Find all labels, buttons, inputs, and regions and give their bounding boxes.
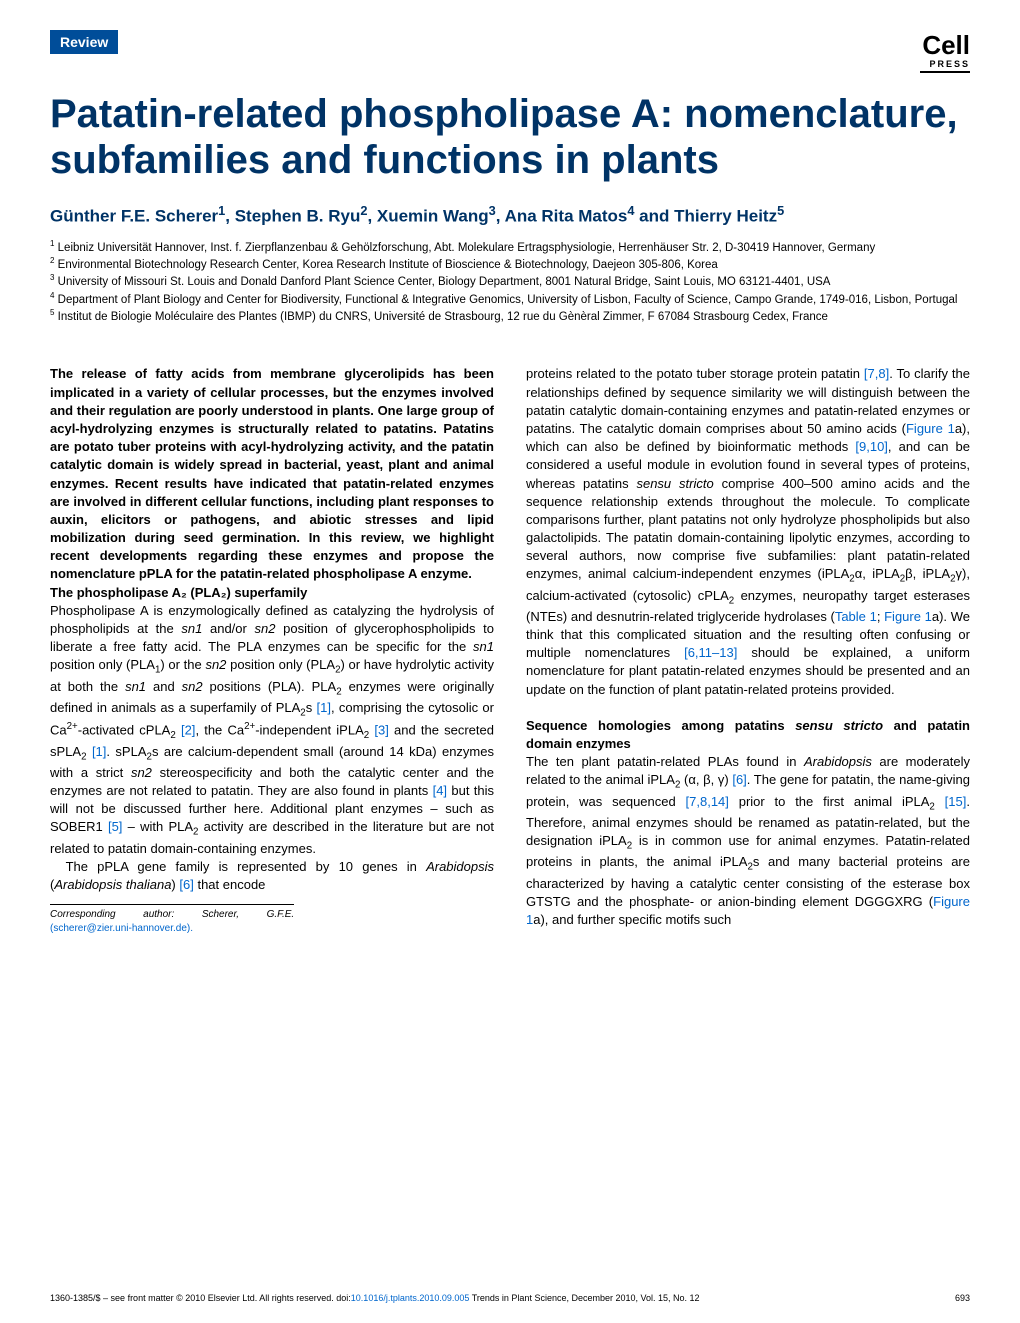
page-footer: 1360-1385/$ – see front matter © 2010 El… [50,1293,970,1303]
authors: Günther F.E. Scherer1, Stephen B. Ryu2, … [50,203,970,227]
review-badge: Review [50,30,118,54]
affiliations: 1 Leibniz Universität Hannover, Inst. f.… [50,239,970,326]
body-columns: The release of fatty acids from membrane… [50,365,970,936]
doi-link[interactable]: 10.1016/j.tplants.2010.09.005 [351,1293,470,1303]
page-number: 693 [955,1293,970,1303]
section-heading-2: Sequence homologies among patatins sensu… [526,717,970,753]
affiliation-5: 5 Institut de Biologie Moléculaire des P… [50,308,970,325]
affiliation-1: 1 Leibniz Universität Hannover, Inst. f.… [50,239,970,256]
col2-p1: proteins related to the potato tuber sto… [526,365,970,698]
corresponding-email[interactable]: (scherer@zier.uni-hannover.de). [50,923,193,934]
section-2-p1: The ten plant patatin-related PLAs found… [526,753,970,929]
left-column: The release of fatty acids from membrane… [50,365,494,936]
right-column: proteins related to the potato tuber sto… [526,365,970,936]
affiliation-3: 3 University of Missouri St. Louis and D… [50,273,970,290]
abstract: The release of fatty acids from membrane… [50,365,494,583]
affiliation-4: 4 Department of Plant Biology and Center… [50,291,970,308]
article-title: Patatin-related phospholipase A: nomencl… [50,91,970,183]
section-1-p1: Phospholipase A is enzymologically defin… [50,602,494,858]
logo-main: Cell [922,30,970,60]
affiliation-2: 2 Environmental Biotechnology Research C… [50,256,970,273]
corresponding-author: Corresponding author: Scherer, G.F.E. (s… [50,904,294,936]
logo-sub: PRESS [920,59,970,69]
section-heading-1: The phospholipase A₂ (PLA₂) superfamily [50,584,494,602]
journal-logo: Cell PRESS [920,30,970,73]
section-1-p2: The pPLA gene family is represented by 1… [50,858,494,894]
footer-left: 1360-1385/$ – see front matter © 2010 El… [50,1293,700,1303]
